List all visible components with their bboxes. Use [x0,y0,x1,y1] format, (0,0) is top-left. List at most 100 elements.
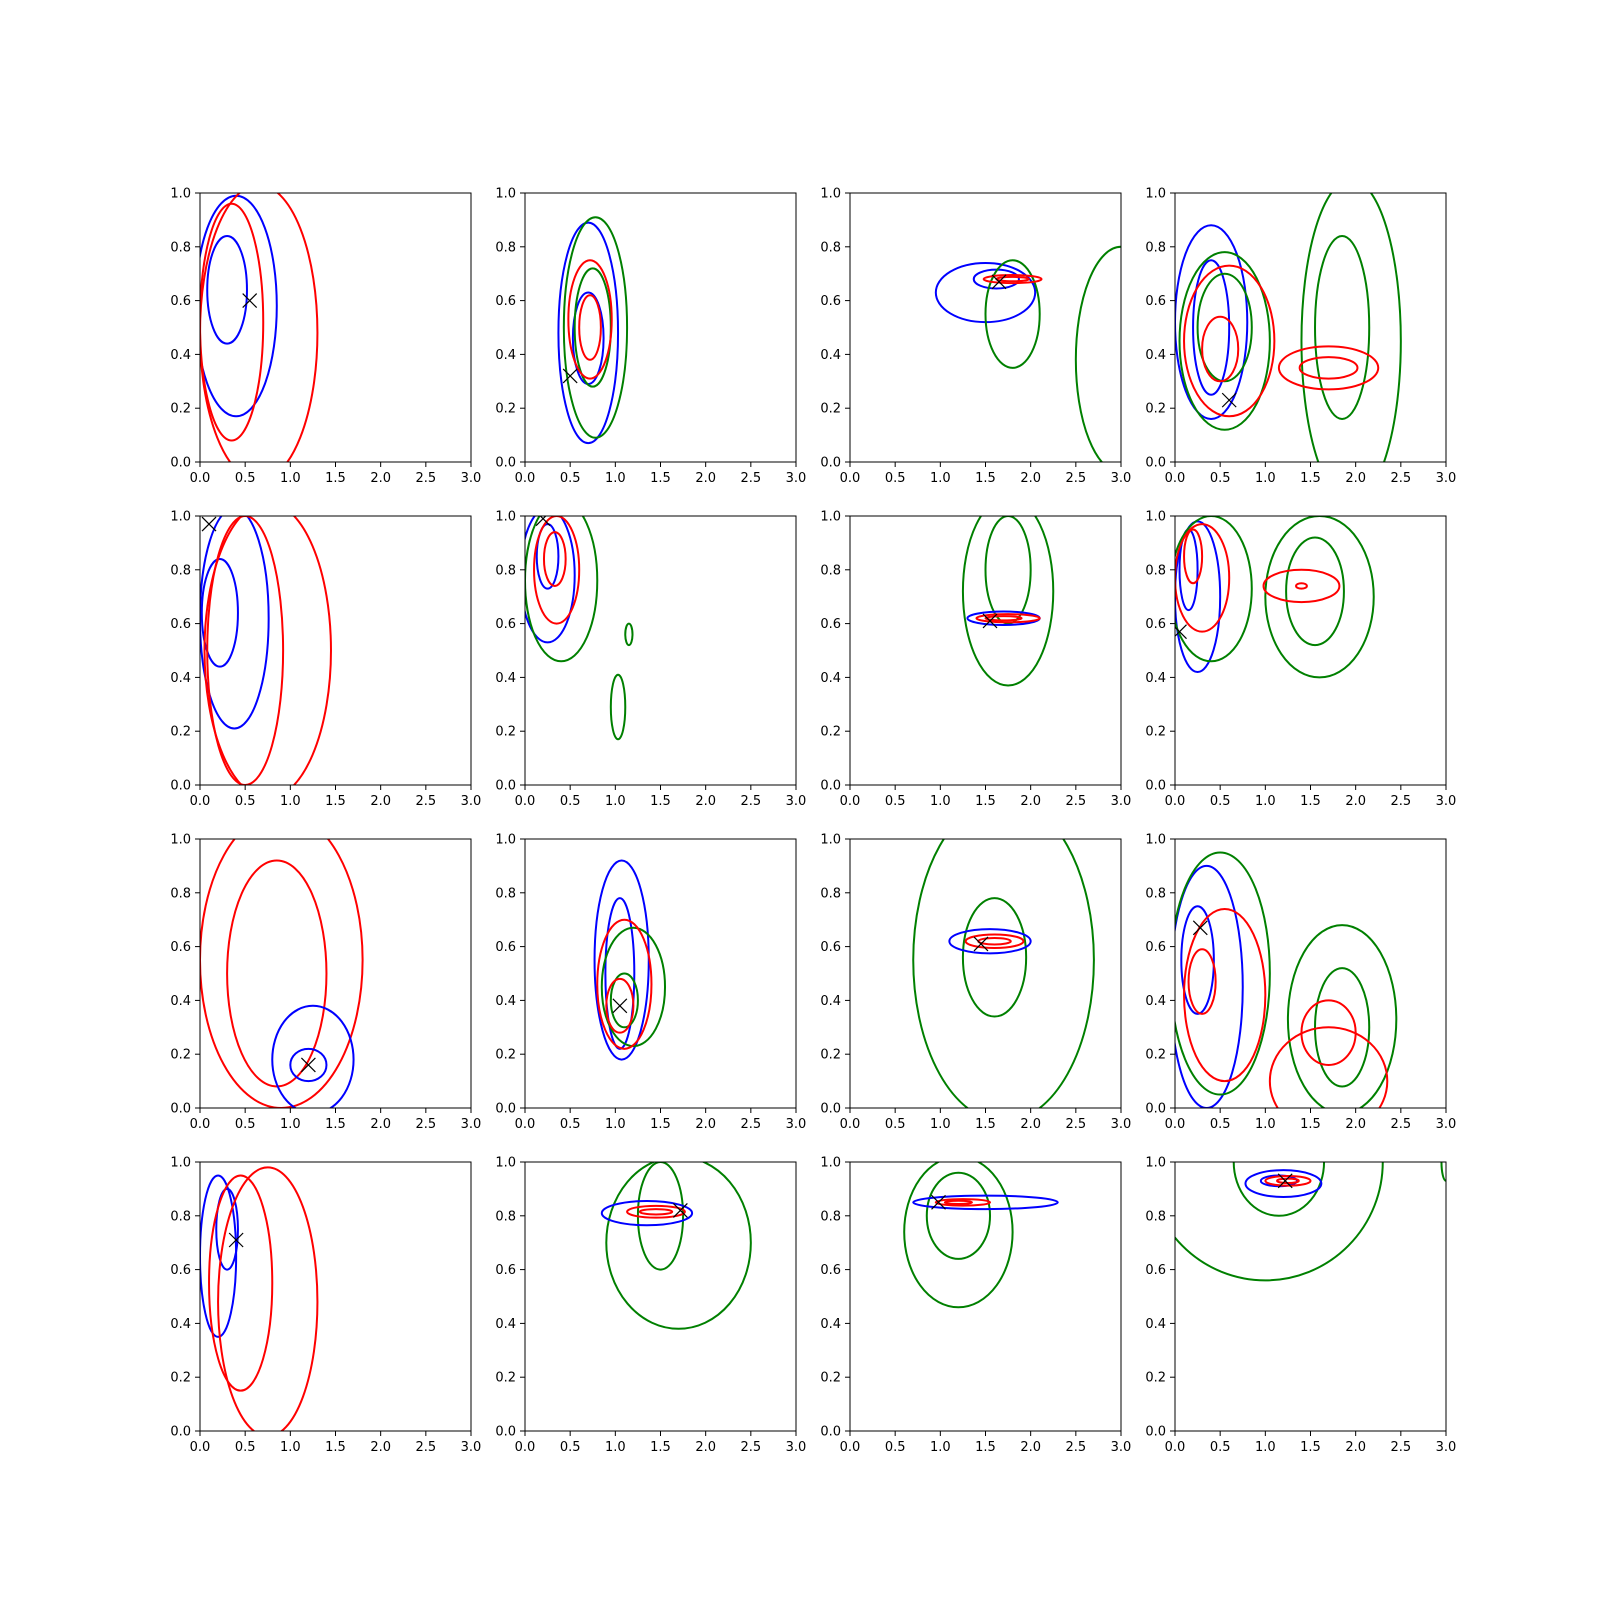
red-contour-outer [934,1198,992,1207]
x-tick-label: 0.5 [1210,794,1231,809]
y-tick-label: 0.8 [495,563,516,578]
y-tick-label: 0.2 [170,725,191,740]
y-tick-label: 0.2 [495,402,516,417]
red-contour-inner [1201,315,1240,383]
x-tick-label: 1.5 [650,794,671,809]
blue-contour-inner [1192,259,1231,396]
x-tick-label: 2.0 [1345,1117,1366,1132]
x-tick-label: 2.0 [370,471,391,486]
y-tick-label: 0.4 [1145,994,1166,1009]
y-tick-label: 1.0 [495,187,516,202]
y-tick-label: 1.0 [170,510,191,525]
x-tick-label: 0.0 [840,1440,861,1455]
x-tick-label: 3.0 [1436,1117,1457,1132]
x-tick-label: 2.5 [1390,794,1411,809]
x-tick-label: 1.0 [1255,471,1276,486]
x-tick-label: 1.5 [975,1117,996,1132]
red-contour-inner [1187,948,1217,1015]
green-contour-outer [605,1162,752,1330]
x-tick-label: 1.0 [280,1117,301,1132]
blue-contour-outer [1244,1169,1323,1198]
red-contour-outer [1183,264,1276,418]
y-tick-label: 0.2 [820,1048,841,1063]
x-tick-label: 1.5 [1300,794,1321,809]
y-tick-label: 0.6 [820,617,841,632]
x-tick-label: 2.0 [370,1440,391,1455]
y-tick-label: 0.0 [1145,779,1166,794]
y-tick-label: 0.4 [170,671,191,686]
y-tick-label: 0.2 [1145,725,1166,740]
panel-4-4: 0.0 0.5 1.0 1.5 2.0 2.5 3.0 0.0 0.2 0.4 0.6 0.8 1.0 [1145,1156,1457,1456]
x-tick-label: 2.5 [1065,1440,1086,1455]
y-tick-label: 0.2 [170,1048,191,1063]
plot-area [961,516,1055,687]
x-tick-label: 2.5 [740,794,761,809]
x-tick-label: 3.0 [461,1440,482,1455]
plot-area [557,216,629,445]
x-tick-label: 2.0 [695,794,716,809]
y-tick-label: 0.6 [820,294,841,309]
y-tick-label: 0.8 [170,1209,191,1224]
blue-contour-outer [948,928,1032,955]
blue-contour-inner [206,235,248,345]
x-tick-label: 2.5 [415,1117,436,1132]
red-contour-outer [596,918,653,1050]
y-tick-label: 0.2 [820,402,841,417]
x-tick-label: 1.0 [605,1440,626,1455]
panel-3-1: 0.0 0.5 1.0 1.5 2.0 2.5 3.0 0.0 0.2 0.4 0.6 0.8 1.0 [170,833,481,1133]
red-contour-outer [567,259,613,380]
x-tick-label: 2.5 [1390,471,1411,486]
red-contour-outer [975,613,1041,624]
y-tick-label: 1.0 [495,833,516,848]
blue-contour-outer [1175,224,1249,420]
x-tick-label: 1.0 [930,471,951,486]
y-tick-label: 0.4 [495,994,516,1009]
x-tick-label: 2.5 [1065,1117,1086,1132]
green-contour-inner [984,516,1032,625]
red-contour-inner [206,516,285,785]
panel-2-3: 0.0 0.5 1.0 1.5 2.0 2.5 3.0 0.0 0.2 0.4 0.6 0.8 1.0 [820,510,1131,810]
blue-contour-outer [1175,520,1222,673]
green-contour-inner [1285,536,1345,647]
red-contour-outer [1264,1174,1312,1187]
x-tick-label: 0.5 [1210,1440,1231,1455]
y-tick-label: 1.0 [1145,187,1166,202]
y-tick-label: 1.0 [170,1156,191,1171]
x-tick-label: 0.0 [1165,471,1186,486]
green-contour-outer [1175,516,1253,663]
panel-2-2: 0.0 0.5 1.0 1.5 2.0 2.5 3.0 0.0 0.2 0.4 0.6 0.8 1.0 [495,510,806,810]
y-tick-label: 0.6 [495,1263,516,1278]
green-contour-outer [903,1162,1014,1309]
red-contour-outer [1268,1026,1389,1108]
x-marker [1192,920,1208,936]
y-tick-label: 0.4 [1145,671,1166,686]
y-tick-label: 0.6 [820,1263,841,1278]
x-tick-label: 0.5 [560,1117,581,1132]
x-tick-label: 2.5 [415,471,436,486]
y-tick-label: 0.2 [170,402,191,417]
x-tick-label: 0.0 [515,794,536,809]
x-marker [300,1057,316,1073]
plot-area [593,859,667,1061]
y-tick-label: 0.4 [820,348,841,363]
blue-contour-inner [200,558,239,668]
y-tick-label: 0.0 [1145,456,1166,471]
plot-area [200,193,319,462]
green-contour-outer [1074,245,1121,462]
x-tick-label: 1.5 [325,471,346,486]
red-contour-outer [1262,568,1341,604]
x-tick-label: 3.0 [1111,1440,1132,1455]
x-tick-label: 1.0 [1255,1440,1276,1455]
x-marker [982,613,998,629]
x-tick-label: 3.0 [1436,1440,1457,1455]
x-tick-label: 2.0 [695,471,716,486]
x-tick-label: 3.0 [1111,1117,1132,1132]
x-tick-label: 1.5 [325,794,346,809]
plot-area [903,1162,1059,1309]
y-tick-label: 0.6 [495,617,516,632]
green-contour-inner [1314,967,1371,1088]
x-marker [973,936,989,952]
x-tick-label: 1.0 [605,1117,626,1132]
